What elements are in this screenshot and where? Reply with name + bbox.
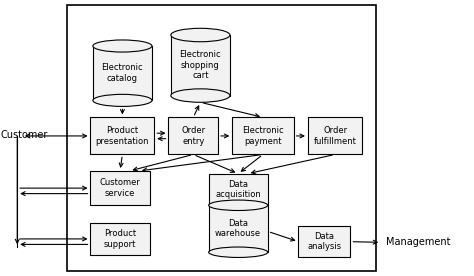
FancyBboxPatch shape [93, 46, 152, 100]
Text: Data
analysis: Data analysis [307, 232, 341, 251]
Text: Product
presentation: Product presentation [96, 126, 149, 146]
FancyBboxPatch shape [91, 117, 155, 155]
FancyBboxPatch shape [308, 117, 362, 155]
FancyBboxPatch shape [91, 171, 150, 205]
Ellipse shape [93, 94, 152, 107]
Text: Customer
service: Customer service [100, 178, 140, 198]
Text: Electronic
payment: Electronic payment [242, 126, 284, 146]
Text: Management: Management [386, 237, 450, 247]
Text: Electronic
catalog: Electronic catalog [101, 63, 143, 83]
Text: Customer: Customer [0, 130, 48, 140]
Text: Order
entry: Order entry [181, 126, 205, 146]
Ellipse shape [209, 247, 268, 258]
FancyBboxPatch shape [171, 35, 230, 95]
Text: Electronic
shopping
cart: Electronic shopping cart [180, 51, 221, 80]
Text: Product
support: Product support [104, 229, 136, 249]
FancyBboxPatch shape [209, 174, 268, 205]
FancyBboxPatch shape [91, 223, 150, 255]
Ellipse shape [171, 28, 230, 42]
Ellipse shape [171, 89, 230, 102]
Text: Data
warehouse: Data warehouse [215, 219, 261, 238]
Text: Data
acquisition: Data acquisition [215, 180, 261, 199]
FancyBboxPatch shape [168, 117, 218, 155]
FancyBboxPatch shape [67, 5, 376, 271]
FancyBboxPatch shape [232, 117, 294, 155]
Ellipse shape [209, 200, 268, 211]
Text: Order
fulfillment: Order fulfillment [314, 126, 356, 146]
Ellipse shape [93, 40, 152, 52]
FancyBboxPatch shape [299, 226, 350, 258]
FancyBboxPatch shape [209, 205, 268, 252]
